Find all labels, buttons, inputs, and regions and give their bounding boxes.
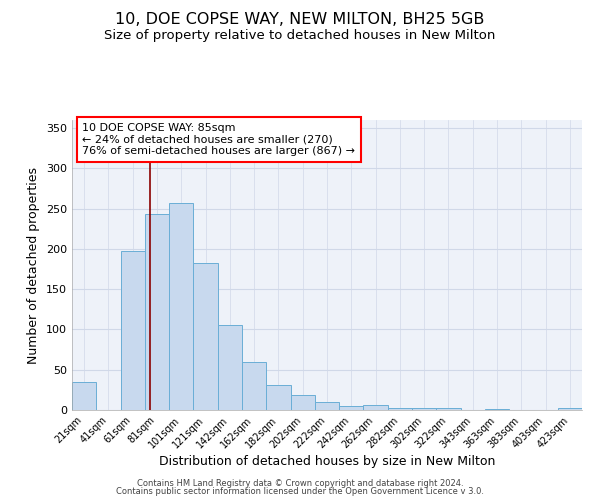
Text: 10, DOE COPSE WAY, NEW MILTON, BH25 5GB: 10, DOE COPSE WAY, NEW MILTON, BH25 5GB	[115, 12, 485, 28]
Bar	[558, 408, 582, 410]
Bar	[218, 326, 242, 410]
Bar	[121, 252, 145, 410]
Bar	[315, 402, 339, 410]
Bar	[72, 382, 96, 410]
Bar	[412, 408, 436, 410]
Y-axis label: Number of detached properties: Number of detached properties	[28, 166, 40, 364]
Bar	[436, 408, 461, 410]
Bar	[339, 406, 364, 410]
Text: Contains HM Land Registry data © Crown copyright and database right 2024.: Contains HM Land Registry data © Crown c…	[137, 478, 463, 488]
Bar	[485, 409, 509, 410]
Bar	[266, 385, 290, 410]
Bar	[364, 405, 388, 410]
Text: 10 DOE COPSE WAY: 85sqm
← 24% of detached houses are smaller (270)
76% of semi-d: 10 DOE COPSE WAY: 85sqm ← 24% of detache…	[82, 123, 355, 156]
Bar	[388, 408, 412, 410]
Text: Size of property relative to detached houses in New Milton: Size of property relative to detached ho…	[104, 29, 496, 42]
Text: Contains public sector information licensed under the Open Government Licence v : Contains public sector information licen…	[116, 487, 484, 496]
Bar	[290, 394, 315, 410]
Bar	[242, 362, 266, 410]
X-axis label: Distribution of detached houses by size in New Milton: Distribution of detached houses by size …	[159, 456, 495, 468]
Bar	[169, 203, 193, 410]
Bar	[145, 214, 169, 410]
Bar	[193, 262, 218, 410]
